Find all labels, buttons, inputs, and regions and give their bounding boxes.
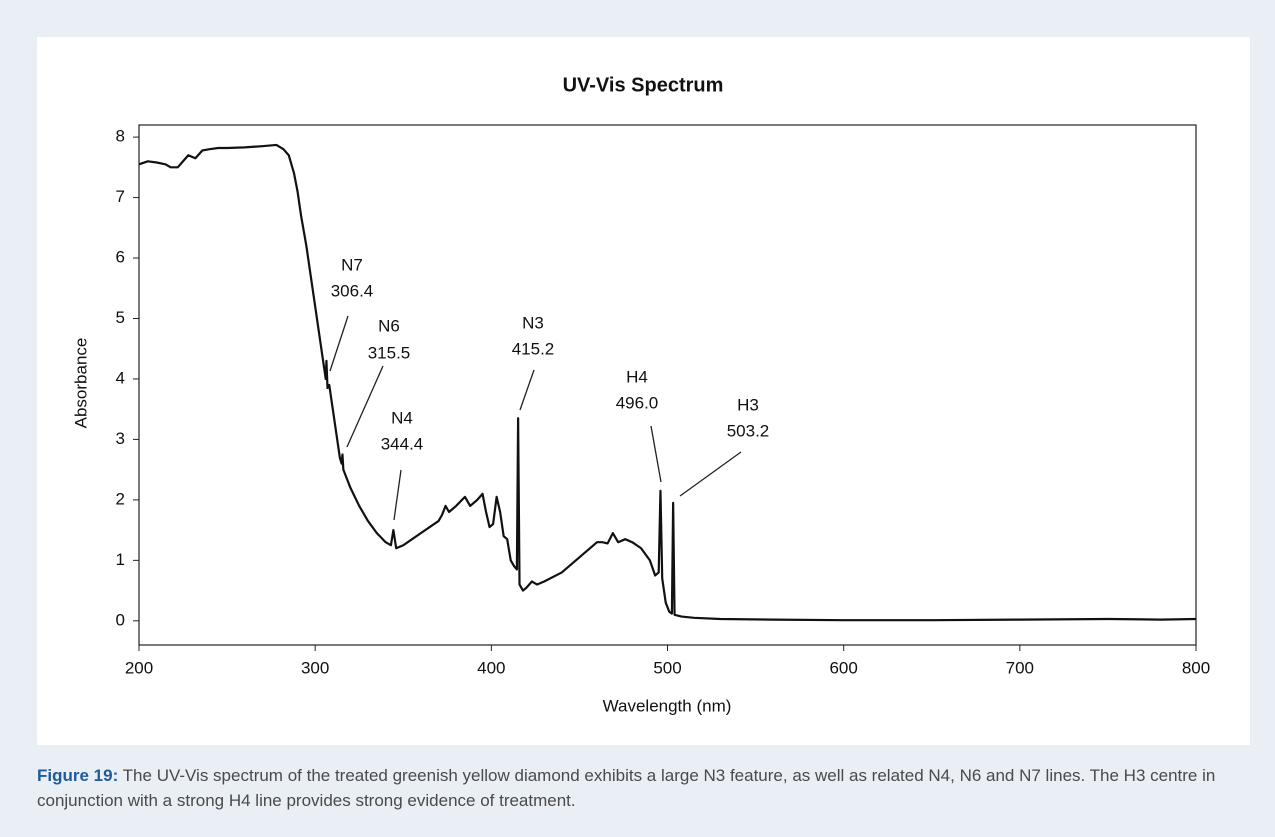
annotation-value: 315.5 bbox=[368, 343, 411, 362]
annotation-leader bbox=[393, 469, 402, 521]
annotation-name: N6 bbox=[378, 316, 400, 335]
x-tick-label: 600 bbox=[829, 658, 857, 677]
y-tick-label: 0 bbox=[116, 610, 125, 629]
caption-text: The UV-Vis spectrum of the treated green… bbox=[37, 766, 1216, 810]
y-tick-label: 6 bbox=[116, 248, 125, 267]
annotation-leader bbox=[346, 365, 384, 448]
caption: Figure 19: The UV-Vis spectrum of the tr… bbox=[37, 763, 1257, 813]
annotation-leader bbox=[329, 315, 349, 372]
annotation-value: 415.2 bbox=[512, 339, 555, 358]
x-axis-label: Wavelength (nm) bbox=[603, 696, 732, 715]
x-tick-label: 700 bbox=[1006, 658, 1034, 677]
y-tick-label: 8 bbox=[116, 127, 125, 146]
annotation-value: 344.4 bbox=[381, 434, 424, 453]
annotation-leader bbox=[650, 425, 662, 483]
annotation-leader bbox=[679, 451, 742, 497]
y-tick-label: 7 bbox=[116, 187, 125, 206]
annotation-leader bbox=[519, 369, 535, 411]
caption-label: Figure 19: bbox=[37, 766, 119, 785]
x-tick-label: 500 bbox=[653, 658, 681, 677]
y-tick-label: 4 bbox=[116, 368, 125, 387]
y-axis-label: Absorbance bbox=[71, 338, 90, 429]
y-tick-label: 2 bbox=[116, 489, 125, 508]
x-tick-label: 300 bbox=[301, 658, 329, 677]
x-tick-label: 200 bbox=[125, 658, 153, 677]
y-tick-label: 3 bbox=[116, 429, 125, 448]
annotation-name: H4 bbox=[626, 367, 648, 386]
annotation-name: H3 bbox=[737, 395, 759, 414]
panel bbox=[37, 37, 1250, 745]
annotation-name: N4 bbox=[391, 408, 413, 427]
annotation-value: 306.4 bbox=[331, 281, 374, 300]
chart: UV-Vis Spectrum Wavelength (nm) Absorban… bbox=[37, 37, 1250, 745]
annotation-value: 496.0 bbox=[616, 393, 659, 412]
y-tick-label: 1 bbox=[116, 550, 125, 569]
annotation-name: N7 bbox=[341, 255, 363, 274]
x-tick-label: 400 bbox=[477, 658, 505, 677]
spectrum-line bbox=[138, 143, 1197, 622]
annotation-name: N3 bbox=[522, 313, 544, 332]
y-tick-label: 5 bbox=[116, 308, 125, 327]
annotation-value: 503.2 bbox=[727, 421, 770, 440]
x-tick-label: 800 bbox=[1182, 658, 1210, 677]
chart-title: UV-Vis Spectrum bbox=[563, 74, 724, 96]
